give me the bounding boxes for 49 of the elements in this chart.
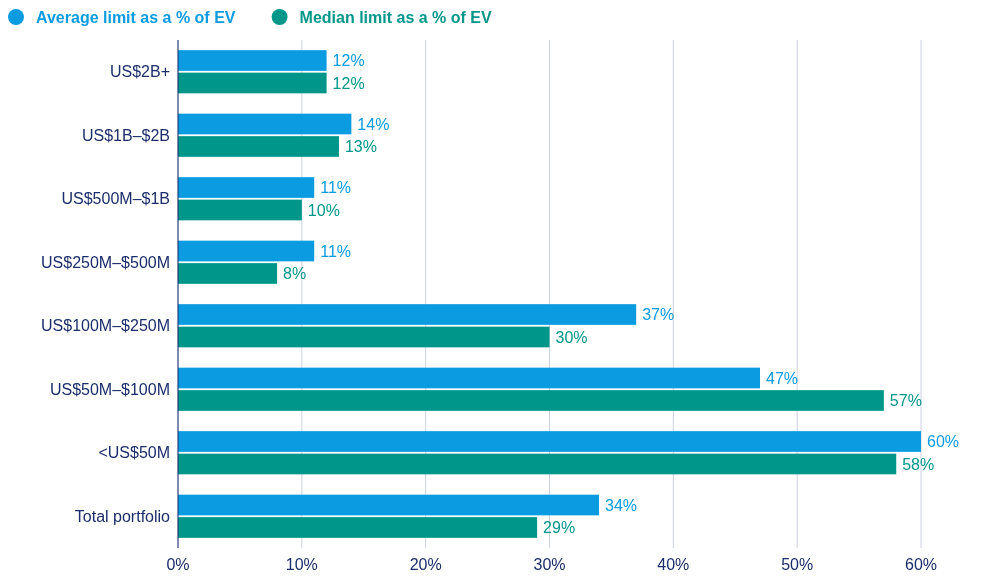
- bar: [178, 50, 327, 71]
- bar: [178, 177, 315, 198]
- data-label: 11%: [320, 179, 352, 197]
- data-label: 12%: [332, 52, 365, 70]
- data-label: 10%: [307, 201, 340, 219]
- y-tick-label: US$500M–$1B: [61, 190, 170, 208]
- data-label: 14%: [357, 115, 390, 133]
- data-label: 57%: [889, 392, 922, 410]
- x-tick-label: 0%: [166, 556, 190, 573]
- y-tick-label: US$2B+: [109, 63, 170, 81]
- bar: [178, 136, 339, 157]
- y-tick-label: US$100M–$250M: [41, 317, 170, 335]
- x-tick-label: 60%: [904, 556, 938, 573]
- x-tick-label: 10%: [285, 556, 318, 573]
- data-label: 29%: [543, 519, 576, 537]
- y-tick-label: US$250M–$500M: [41, 253, 170, 271]
- bar: [178, 517, 538, 538]
- legend-label: Median limit as a % of EV: [299, 8, 492, 26]
- x-tick-label: 20%: [409, 556, 442, 573]
- data-label: 34%: [605, 496, 638, 514]
- x-tick-label: 50%: [781, 556, 814, 573]
- data-label: 37%: [642, 306, 675, 324]
- bar: [178, 199, 302, 221]
- y-tick-label: Total portfolio: [74, 507, 171, 525]
- data-label: 47%: [766, 369, 799, 387]
- data-label: 8%: [283, 265, 307, 283]
- bar: [178, 304, 637, 325]
- legend-label: Average limit as a % of EV: [36, 8, 236, 26]
- y-tick-label: US$50M–$100M: [49, 380, 170, 398]
- y-tick-label: US$1B–$2B: [81, 126, 170, 144]
- bar: [178, 494, 600, 516]
- data-label: 13%: [344, 138, 378, 156]
- y-tick-label: <US$50M: [98, 444, 170, 462]
- bar: [178, 431, 921, 452]
- x-tick-label: 40%: [657, 556, 690, 573]
- data-label: 30%: [555, 328, 588, 346]
- data-label: 11%: [320, 242, 352, 260]
- bar: [178, 72, 327, 94]
- data-label: 12%: [332, 74, 365, 92]
- x-tick-label: 30%: [533, 556, 566, 573]
- bar: [178, 240, 315, 262]
- bar: [178, 263, 278, 284]
- bar: [178, 367, 761, 389]
- bar: [178, 390, 884, 411]
- data-label: 58%: [902, 455, 935, 473]
- bar: [178, 326, 550, 348]
- bar: [178, 453, 897, 475]
- bar: [178, 113, 352, 135]
- data-label: 60%: [927, 433, 960, 451]
